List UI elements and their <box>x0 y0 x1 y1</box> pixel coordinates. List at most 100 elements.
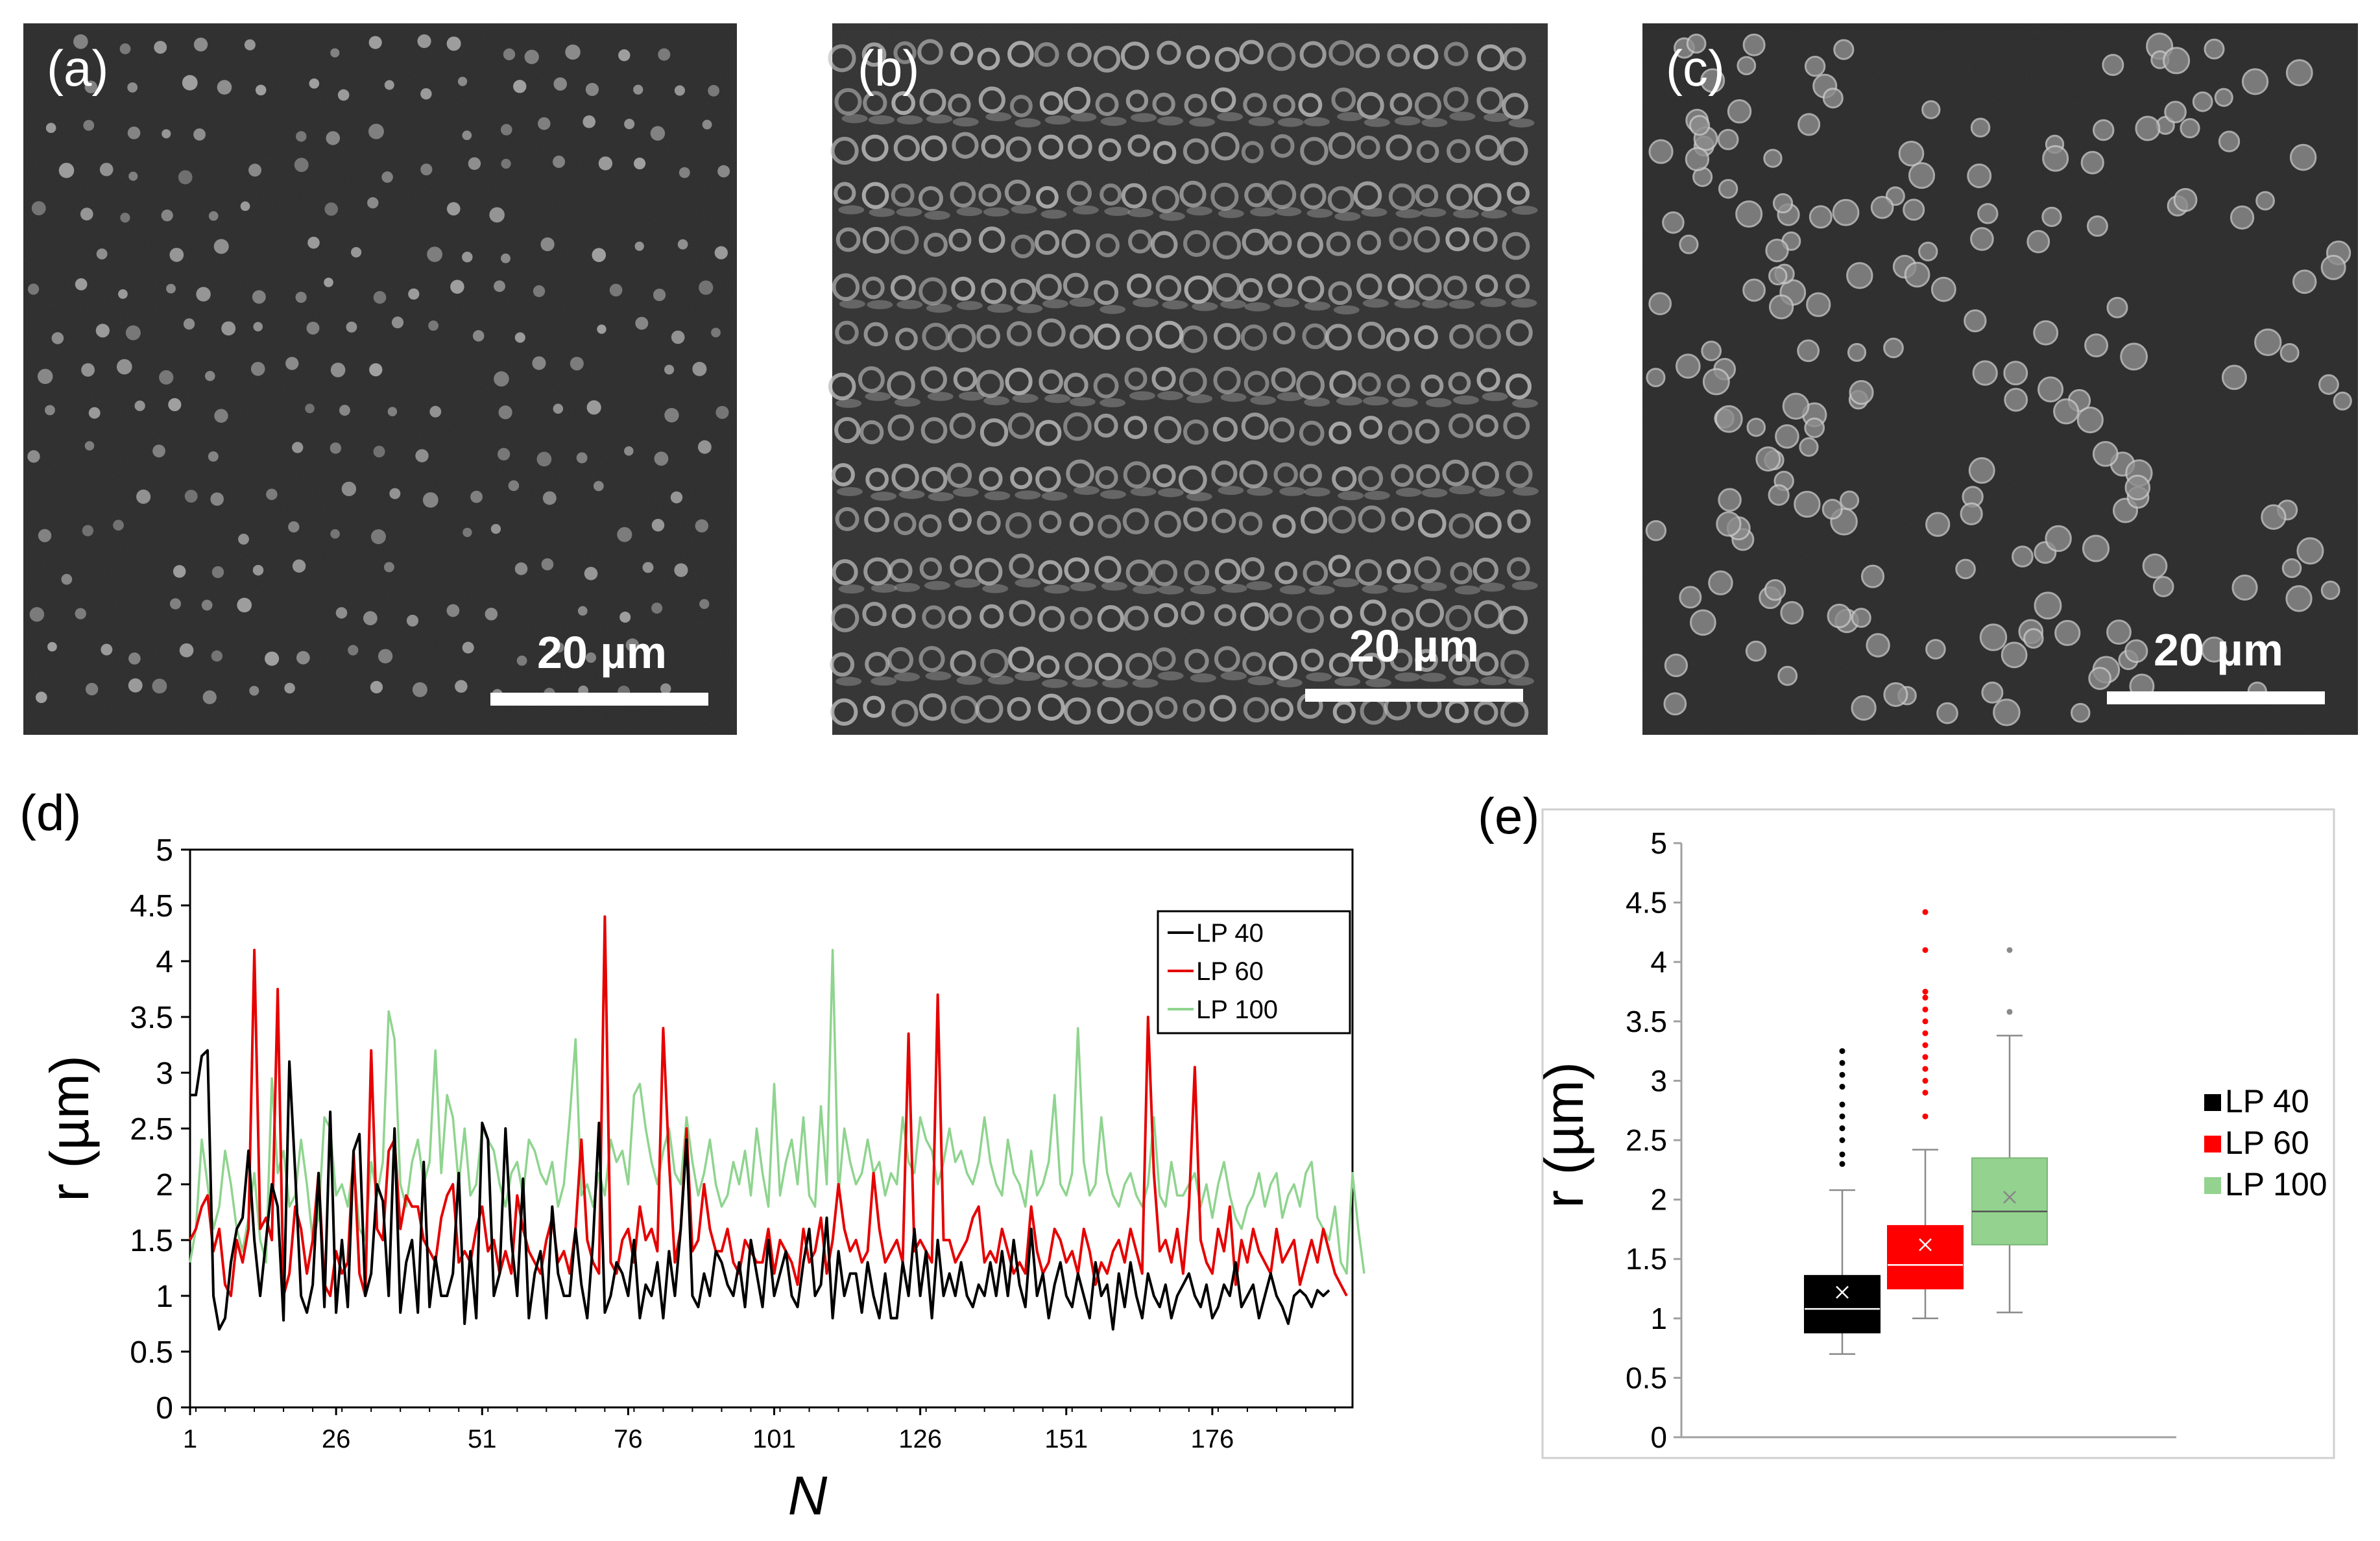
sem-spot <box>1275 562 1297 584</box>
sem-spot <box>922 322 950 351</box>
sem-spot-band <box>1334 211 1361 221</box>
sem-spot <box>1500 650 1529 678</box>
sem-spot-band <box>1104 206 1131 216</box>
sem-spot <box>1328 421 1352 444</box>
sem-spot <box>324 278 333 287</box>
sem-spot <box>169 598 182 610</box>
sem-spot <box>324 202 338 216</box>
sem-spot <box>415 449 429 462</box>
sem-spot <box>835 320 859 345</box>
sem-spot <box>1179 368 1207 396</box>
sem-spot-band <box>1511 580 1538 590</box>
sem-spot <box>948 508 972 532</box>
sem-spot <box>2230 205 2255 230</box>
sem-spot <box>1355 43 1380 68</box>
sem-spot <box>952 132 979 159</box>
sem-spot-band <box>952 117 979 126</box>
sem-spot <box>920 135 947 161</box>
sem-spot <box>2214 88 2233 107</box>
sem-spot <box>642 562 654 573</box>
sem-spot <box>1186 45 1210 69</box>
sem-spot-band <box>1041 491 1068 501</box>
sem-spot <box>2082 534 2110 562</box>
sem-spot-band <box>838 584 865 594</box>
sem-spot <box>1240 602 1269 631</box>
sem-spot <box>179 643 194 658</box>
sem-spot <box>288 521 300 533</box>
sem-spot <box>1686 33 1707 54</box>
sem-spot <box>462 641 474 654</box>
y-tick-label-e: 1.5 <box>1626 1242 1667 1276</box>
sem-spot <box>1391 608 1414 631</box>
sem-spot <box>861 276 885 300</box>
sem-spot <box>1777 665 1798 686</box>
sem-spot <box>977 510 1001 535</box>
sem-spot <box>1183 419 1208 445</box>
sem-spot <box>84 441 95 451</box>
sem-spot <box>553 77 567 91</box>
sem-spot <box>1004 179 1031 206</box>
sem-spot-band <box>1074 486 1100 496</box>
sem-spot <box>1328 281 1352 305</box>
sem-spot <box>1442 459 1469 486</box>
box-plot-e: (e) 0 0.5 1 1.5 2 2.5 3 3.5 4 4.5 5 r (µm) LP 40 L… <box>1478 787 2335 1459</box>
sem-spot-band <box>1361 208 1388 217</box>
sem-spot <box>1679 586 1702 609</box>
sem-spot <box>577 606 588 616</box>
sem-spot <box>664 364 675 375</box>
sem-spot <box>125 325 141 340</box>
sem-spot <box>1127 700 1153 726</box>
sem-spot <box>348 645 359 656</box>
sem-spot <box>976 324 1000 348</box>
sem-spot <box>1389 649 1413 672</box>
sem-spot <box>82 525 94 536</box>
sem-spot <box>624 119 635 130</box>
sem-spot <box>978 184 1002 207</box>
sem-spot-band <box>1279 486 1306 496</box>
sem-spot <box>208 211 219 221</box>
x-tick-label-d: 101 <box>752 1425 796 1453</box>
sem-spot-band <box>1420 208 1447 217</box>
sem-spot <box>391 317 404 329</box>
sem-spot <box>2318 374 2339 395</box>
sem-spot-band <box>926 304 952 313</box>
sem-spot <box>1154 416 1182 444</box>
sem-spot <box>237 597 252 613</box>
sem-spot <box>1273 322 1295 345</box>
sem-spot <box>1100 183 1122 206</box>
sem-spot <box>1840 490 1860 510</box>
sem-spots-c <box>1645 32 2352 726</box>
sem-spot <box>2053 398 2080 425</box>
sem-spot <box>1960 502 1983 525</box>
sem-spot <box>565 44 581 60</box>
sem-spot <box>292 442 304 453</box>
sem-spot <box>1866 633 1890 658</box>
sem-spot <box>1388 420 1413 445</box>
sem-spot <box>692 361 707 376</box>
box-lp40-e <box>1804 1048 1881 1356</box>
sem-spot-band <box>1015 578 1041 588</box>
sem-spot <box>1386 559 1411 584</box>
sem-spot <box>173 565 186 578</box>
sem-spot <box>976 370 1004 398</box>
sem-spot <box>1098 138 1122 161</box>
sem-spot <box>2261 504 2287 530</box>
sem-spot <box>196 287 211 302</box>
sem-spot <box>2054 619 2081 647</box>
sem-spot <box>285 357 299 370</box>
sem-spot <box>1241 557 1265 581</box>
sem-spot <box>1097 605 1124 632</box>
sem-spot <box>1981 681 2004 704</box>
sem-spot <box>917 39 943 65</box>
sem-spot <box>828 372 856 401</box>
sem-spot <box>1388 274 1414 300</box>
panel-label-c: (c) <box>1666 40 1725 97</box>
sem-spot <box>2102 54 2124 77</box>
sem-spot <box>1735 200 1763 228</box>
outlier-point-e <box>2006 1009 2013 1015</box>
sem-spot <box>168 398 182 411</box>
sem-spot <box>1325 324 1352 351</box>
sem-spot-band <box>987 304 1013 313</box>
sem-spot <box>1038 560 1063 584</box>
sem-spot-band <box>954 579 981 588</box>
